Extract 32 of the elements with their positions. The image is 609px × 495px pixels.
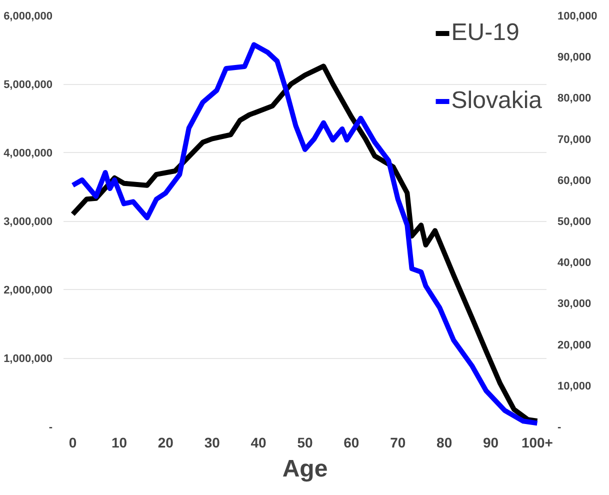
- x-tick-label: 0: [68, 434, 77, 450]
- x-tick-label: 60: [344, 434, 360, 450]
- x-tick-label: 100+: [521, 434, 553, 450]
- x-axis-title: Age: [282, 456, 328, 482]
- y2-tick-label: 30,000: [558, 298, 592, 310]
- y-tick-label: 4,000,000: [4, 148, 52, 160]
- legend-label: Slovakia: [451, 87, 542, 115]
- x-tick-label: 40: [250, 434, 267, 450]
- y2-tick-label: 10,000: [558, 380, 592, 392]
- y2-tick-label: 80,000: [558, 92, 592, 105]
- y2-tick-label: 50,000: [558, 216, 592, 228]
- y2-tick-label: 70,000: [558, 134, 592, 146]
- y-tick-label: 2,000,000: [4, 284, 52, 296]
- y2-tick-label: 90,000: [558, 52, 592, 64]
- x-tick-label: 80: [436, 434, 452, 450]
- y2-tick-label: -: [558, 422, 562, 434]
- y-tick-label: 6,000,000: [4, 10, 52, 22]
- y-tick-label: 3,000,000: [4, 216, 52, 228]
- x-tick-label: 50: [297, 434, 313, 450]
- y-tick-label: 5,000,000: [4, 79, 52, 91]
- x-tick-label: 20: [158, 434, 174, 450]
- y2-tick-label: 40,000: [558, 257, 592, 270]
- y2-tick-label: 60,000: [558, 174, 592, 187]
- y2-tick-label: 20,000: [558, 339, 592, 352]
- x-tick-label: 10: [111, 434, 128, 450]
- x-tick-label: 30: [204, 434, 220, 450]
- y2-tick-label: 100,000: [558, 10, 598, 22]
- legend-label: EU-19: [451, 19, 520, 47]
- x-tick-label: 90: [482, 434, 499, 450]
- y-tick-label: 1,000,000: [4, 353, 52, 365]
- y-tick-label: -: [48, 422, 53, 434]
- x-tick-label: 70: [390, 434, 406, 450]
